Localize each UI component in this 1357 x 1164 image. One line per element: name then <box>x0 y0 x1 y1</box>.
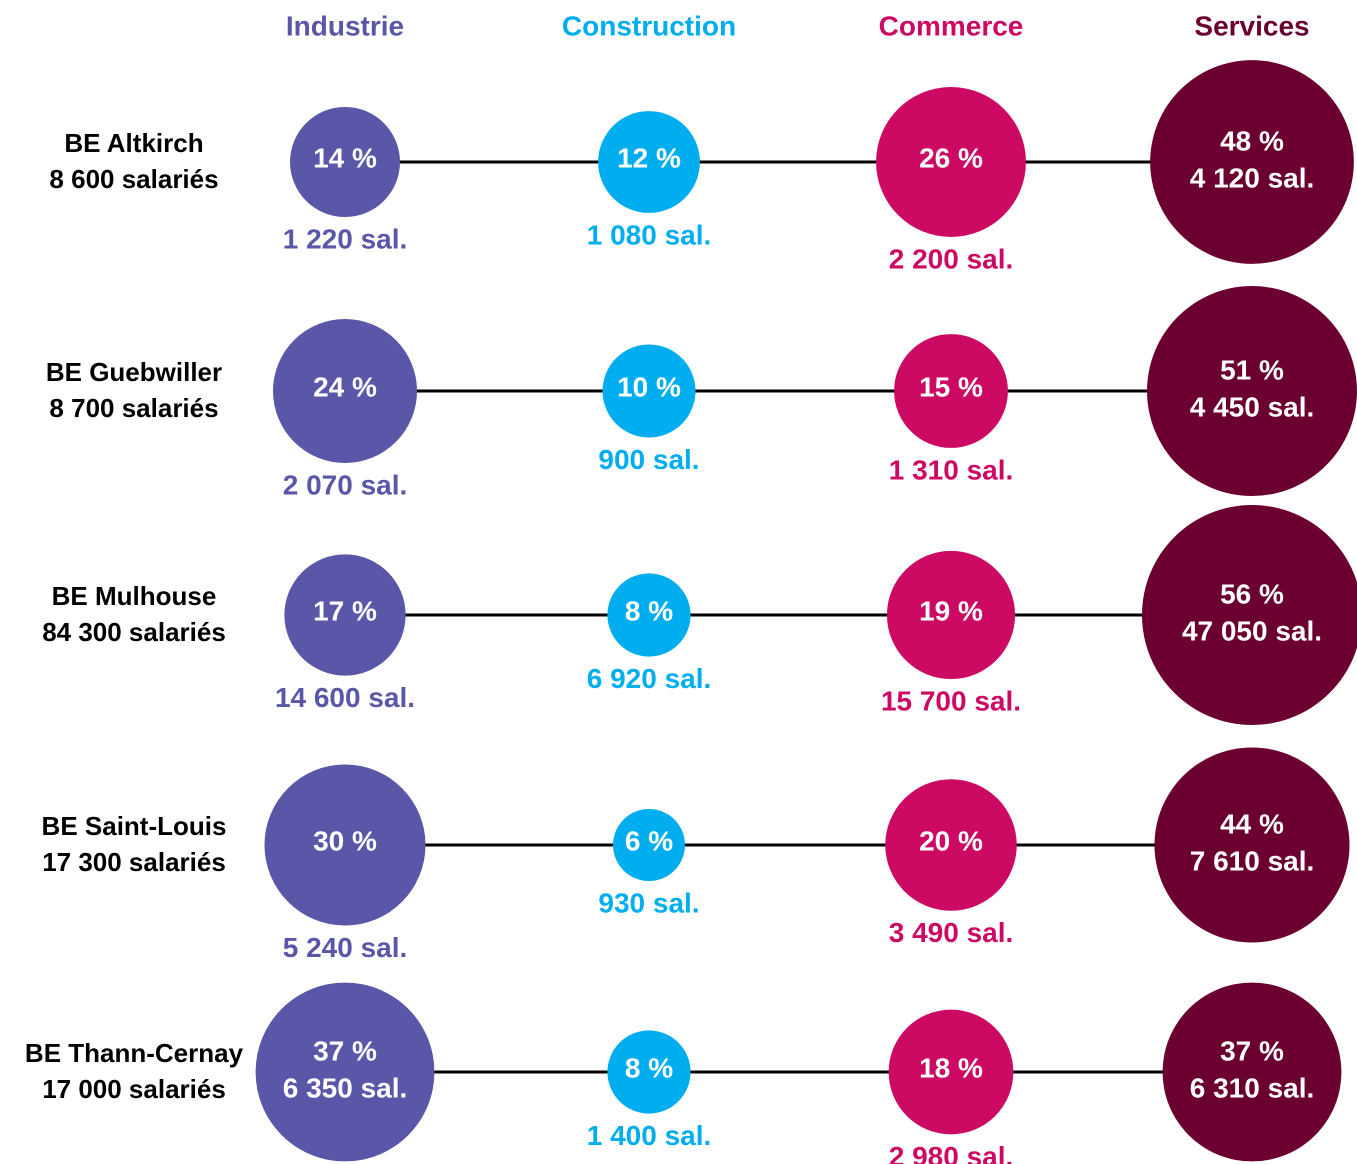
count-label: 1 310 sal. <box>889 454 1014 485</box>
row-total: 8 600 salariés <box>49 164 218 194</box>
row-total: 17 300 salariés <box>42 847 226 877</box>
bubble <box>602 344 696 438</box>
count-label: 1 400 sal. <box>587 1120 712 1151</box>
percent-label: 37 % <box>1220 1035 1284 1066</box>
row-name: BE Guebwiller <box>46 357 222 387</box>
bubble <box>1142 505 1357 725</box>
row-total: 8 700 salariés <box>49 393 218 423</box>
bubble <box>886 550 1016 680</box>
bubble <box>598 111 700 213</box>
row-name: BE Thann-Cernay <box>25 1038 244 1068</box>
bubble <box>1162 982 1342 1162</box>
column-header: Commerce <box>879 10 1024 41</box>
percent-label: 24 % <box>313 371 377 402</box>
row-name: BE Saint-Louis <box>42 811 227 841</box>
count-label: 2 980 sal. <box>889 1141 1014 1164</box>
percent-label: 12 % <box>617 142 681 173</box>
bubble <box>885 779 1017 911</box>
bubble <box>607 573 691 657</box>
count-label: 2 070 sal. <box>283 469 408 500</box>
percent-label: 30 % <box>313 825 377 856</box>
count-label: 1 220 sal. <box>283 223 408 254</box>
column-header: Construction <box>562 10 736 41</box>
count-label: 4 450 sal. <box>1190 391 1315 422</box>
row-total: 84 300 salariés <box>42 617 226 647</box>
bubble <box>255 982 435 1162</box>
row-name: BE Mulhouse <box>52 581 217 611</box>
bubble <box>284 554 406 676</box>
bubble <box>876 87 1026 237</box>
count-label: 1 080 sal. <box>587 219 712 250</box>
bubble <box>1154 747 1350 943</box>
column-header: Services <box>1194 10 1309 41</box>
percent-label: 14 % <box>313 142 377 173</box>
bubble <box>607 1030 691 1114</box>
percent-label: 8 % <box>625 1052 673 1083</box>
bubble <box>1147 286 1357 496</box>
bubble <box>612 808 686 882</box>
count-label: 14 600 sal. <box>275 682 415 713</box>
count-label: 6 920 sal. <box>587 663 712 694</box>
percent-label: 18 % <box>919 1052 983 1083</box>
percent-label: 17 % <box>313 595 377 626</box>
percent-label: 48 % <box>1220 125 1284 156</box>
bubble <box>1150 60 1354 264</box>
percent-label: 44 % <box>1220 808 1284 839</box>
row-name: BE Altkirch <box>64 128 203 158</box>
column-header: Industrie <box>286 10 404 41</box>
percent-label: 51 % <box>1220 354 1284 385</box>
count-label: 6 310 sal. <box>1190 1072 1315 1103</box>
count-label: 15 700 sal. <box>881 685 1021 716</box>
percent-label: 10 % <box>617 371 681 402</box>
bubble <box>264 764 426 926</box>
percent-label: 56 % <box>1220 578 1284 609</box>
count-label: 7 610 sal. <box>1190 845 1315 876</box>
count-label: 6 350 sal. <box>283 1072 408 1103</box>
count-label: 900 sal. <box>598 444 699 475</box>
percent-label: 8 % <box>625 595 673 626</box>
bubble <box>894 334 1008 448</box>
percent-label: 6 % <box>625 825 673 856</box>
percent-label: 26 % <box>919 142 983 173</box>
percent-label: 15 % <box>919 371 983 402</box>
bubble <box>289 106 401 218</box>
percent-label: 37 % <box>313 1035 377 1066</box>
count-label: 5 240 sal. <box>283 932 408 963</box>
count-label: 3 490 sal. <box>889 917 1014 948</box>
percent-label: 20 % <box>919 825 983 856</box>
row-total: 17 000 salariés <box>42 1074 226 1104</box>
count-label: 4 120 sal. <box>1190 162 1315 193</box>
bubble <box>272 318 418 464</box>
count-label: 47 050 sal. <box>1182 615 1322 646</box>
count-label: 930 sal. <box>598 887 699 918</box>
bubble <box>888 1009 1014 1135</box>
percent-label: 19 % <box>919 595 983 626</box>
count-label: 2 200 sal. <box>889 243 1014 274</box>
